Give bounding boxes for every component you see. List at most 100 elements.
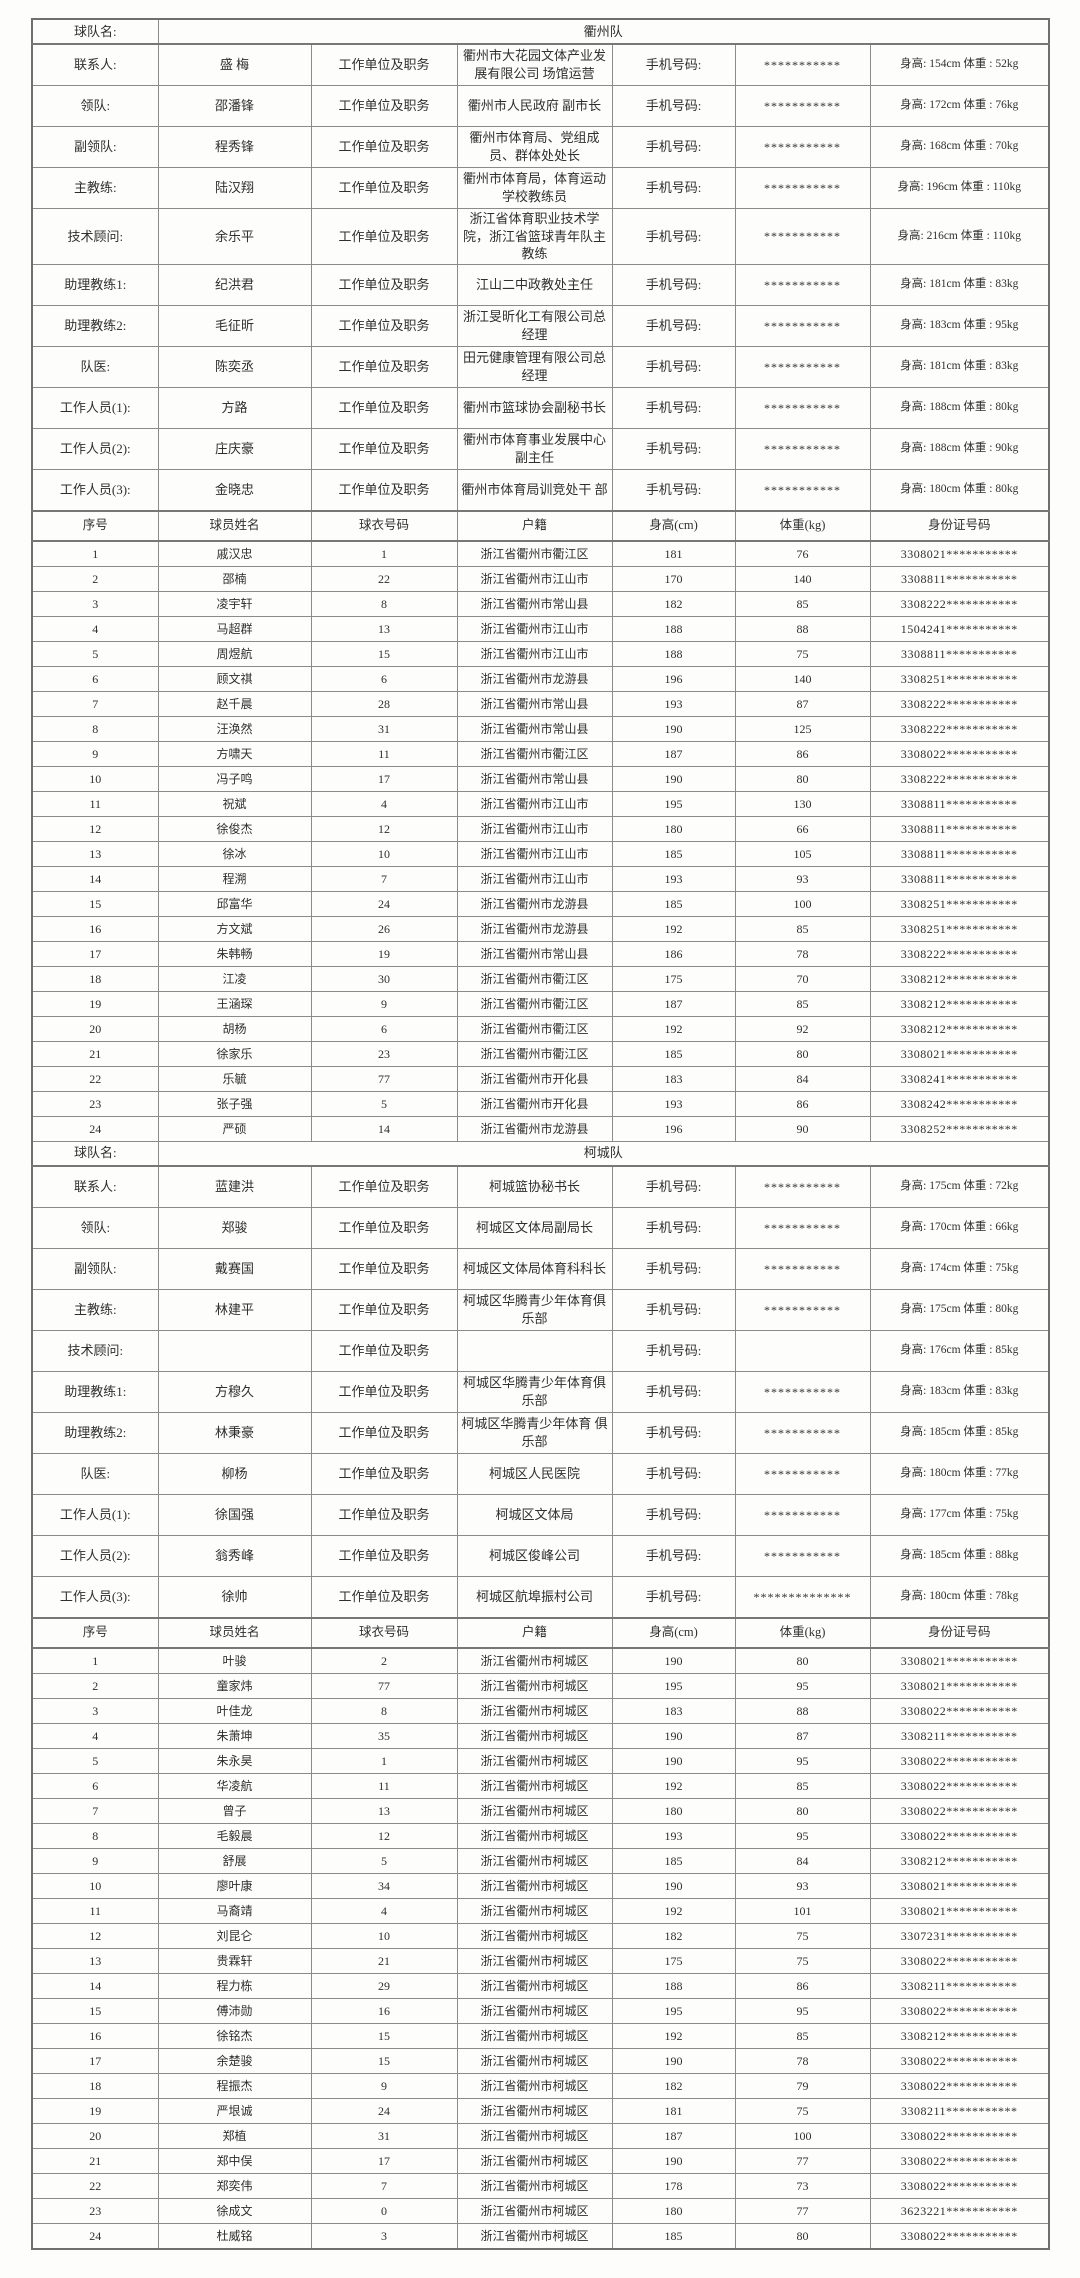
staff-role-label: 领队: [31, 85, 159, 127]
player-id-number: 3308021*********** [869, 1897, 1050, 1924]
player-height: 187 [611, 2122, 736, 2149]
player-height: 188 [611, 640, 736, 667]
player-height: 185 [611, 1847, 736, 1874]
player-weight: 88 [734, 615, 871, 642]
player-height: 185 [611, 890, 736, 917]
staff-row: 助理教练1: 方穆久 工作单位及职务 柯城区华腾青少年体育俱乐部 手机号码: ******… [31, 1370, 1050, 1413]
player-row: 16 方文斌 26 浙江省衢州市龙游县 192 85 3308251*********** [31, 915, 1050, 942]
player-jersey-number: 7 [310, 865, 458, 892]
player-row: 10 廖叶康 34 浙江省衢州市柯城区 190 93 3308021*********** [31, 1872, 1050, 1899]
staff-unit-label: 工作单位及职务 [310, 85, 458, 127]
player-seq: 10 [31, 1872, 159, 1899]
staff-role-label: 联系人: [31, 1165, 159, 1208]
player-column-header: 序号 [31, 1616, 159, 1649]
player-jersey-number: 17 [310, 2147, 458, 2174]
player-jersey-number: 5 [310, 1090, 458, 1117]
roster-table-body: 球队名: 衢州队 联系人: 盛 梅工作单位及职务 衢州市大花园文体产业发展有限公司 场馆… [31, 18, 1050, 2250]
player-seq: 19 [31, 990, 159, 1017]
player-weight: 84 [734, 1847, 871, 1874]
player-id-number: 3308022*********** [869, 1747, 1050, 1774]
staff-person-name: 余乐平 [157, 208, 312, 265]
player-hukou: 浙江省衢州市柯城区 [456, 1672, 613, 1699]
player-height: 186 [611, 940, 736, 967]
staff-row: 主教练: 林建平 工作单位及职务 柯城区华腾青少年体育俱乐部 手机号码: ********… [31, 1288, 1050, 1331]
staff-unit-label: 工作单位及职务 [310, 1493, 458, 1536]
player-jersey-number: 0 [310, 2197, 458, 2224]
player-hukou: 浙江省衢州市常山县 [456, 715, 613, 742]
staff-person-name: 陈奕丞 [157, 345, 312, 388]
player-name: 郑奕伟 [157, 2172, 312, 2199]
staff-phone-label: 手机号码: [611, 167, 736, 209]
player-height: 190 [611, 1647, 736, 1674]
player-jersey-number: 29 [310, 1972, 458, 1999]
player-hukou: 浙江省衢州市开化县 [456, 1090, 613, 1117]
player-weight: 130 [734, 790, 871, 817]
staff-role-label: 助理教练2: [31, 1411, 159, 1454]
player-name: 廖叶康 [157, 1872, 312, 1899]
staff-role-label: 队医: [31, 345, 159, 388]
player-hukou: 浙江省衢州市开化县 [456, 1065, 613, 1092]
player-name: 邱富华 [157, 890, 312, 917]
player-id-number: 3308022*********** [869, 1697, 1050, 1724]
player-height: 180 [611, 1797, 736, 1824]
team-name-row: 球队名: 衢州队 [31, 18, 1050, 45]
player-id-number: 3308811*********** [869, 790, 1050, 817]
player-seq: 12 [31, 1922, 159, 1949]
player-seq: 6 [31, 1772, 159, 1799]
player-height: 181 [611, 2097, 736, 2124]
staff-phone-masked: *********** [734, 167, 871, 209]
staff-person-name: 陆汉翔 [157, 167, 312, 209]
player-name: 童家炜 [157, 1672, 312, 1699]
player-hukou: 浙江省衢州市柯城区 [456, 1747, 613, 1774]
staff-role-label: 工作人员(2): [31, 427, 159, 470]
player-id-number: 3308811*********** [869, 640, 1050, 667]
staff-person-name: 戴赛国 [157, 1247, 312, 1290]
player-id-number: 1504241*********** [869, 615, 1050, 642]
staff-role-label: 主教练: [31, 1288, 159, 1331]
player-seq: 14 [31, 865, 159, 892]
player-name: 赵千晨 [157, 690, 312, 717]
player-jersey-number: 23 [310, 1040, 458, 1067]
player-name: 戚汉忠 [157, 540, 312, 567]
staff-unit-value: 衢州市人民政府 副市长 [456, 85, 613, 127]
staff-height-weight: 身高: 174cm 体重 : 75kg [869, 1247, 1050, 1290]
player-row: 23 徐成文 0 浙江省衢州市柯城区 180 77 3623221*********** [31, 2197, 1050, 2224]
player-name: 江凌 [157, 965, 312, 992]
staff-role-label: 助理教练1: [31, 263, 159, 306]
staff-unit-label: 工作单位及职务 [310, 126, 458, 168]
player-jersey-number: 34 [310, 1872, 458, 1899]
player-row: 9 方啸天 11 浙江省衢州市衢江区 187 86 3308022*********** [31, 740, 1050, 767]
player-seq: 12 [31, 815, 159, 842]
player-jersey-number: 19 [310, 940, 458, 967]
staff-phone-masked: *********** [734, 1452, 871, 1495]
player-name: 程力栋 [157, 1972, 312, 1999]
staff-phone-label: 手机号码: [611, 1575, 736, 1619]
staff-row: 联系人: 蓝建洪 工作单位及职务 柯城篮协秘书长 手机号码: *********** 身高:… [31, 1165, 1050, 1208]
player-seq: 7 [31, 690, 159, 717]
player-seq: 23 [31, 1090, 159, 1117]
player-seq: 11 [31, 1897, 159, 1924]
player-weight: 80 [734, 1647, 871, 1674]
staff-phone-masked: *********** [734, 126, 871, 168]
player-name: 严硕 [157, 1115, 312, 1142]
staff-unit-value: 浙江省体育职业技术学院，浙江省篮球青年队主教练 [456, 208, 613, 265]
player-hukou: 浙江省衢州市柯城区 [456, 2147, 613, 2174]
player-seq: 13 [31, 840, 159, 867]
player-row: 19 王涵琛 9 浙江省衢州市衢江区 187 85 3308212*********** [31, 990, 1050, 1017]
staff-row: 领队: 郑骏 工作单位及职务 柯城区文体局副局长 手机号码: *********** 身高:… [31, 1206, 1050, 1249]
player-id-number: 3308222*********** [869, 715, 1050, 742]
player-name: 华凌航 [157, 1772, 312, 1799]
player-weight: 92 [734, 1015, 871, 1042]
player-id-number: 3308021*********** [869, 1872, 1050, 1899]
player-hukou: 浙江省衢州市江山市 [456, 865, 613, 892]
player-seq: 22 [31, 2172, 159, 2199]
player-row: 4 朱萧坤 35 浙江省衢州市柯城区 190 87 3308211*********** [31, 1722, 1050, 1749]
player-id-number: 3308022*********** [869, 1797, 1050, 1824]
player-seq: 8 [31, 715, 159, 742]
player-height: 182 [611, 590, 736, 617]
player-seq: 24 [31, 2222, 159, 2250]
player-hukou: 浙江省衢州市柯城区 [456, 2072, 613, 2099]
player-weight: 95 [734, 1997, 871, 2024]
player-weight: 95 [734, 1822, 871, 1849]
player-height: 178 [611, 2172, 736, 2199]
